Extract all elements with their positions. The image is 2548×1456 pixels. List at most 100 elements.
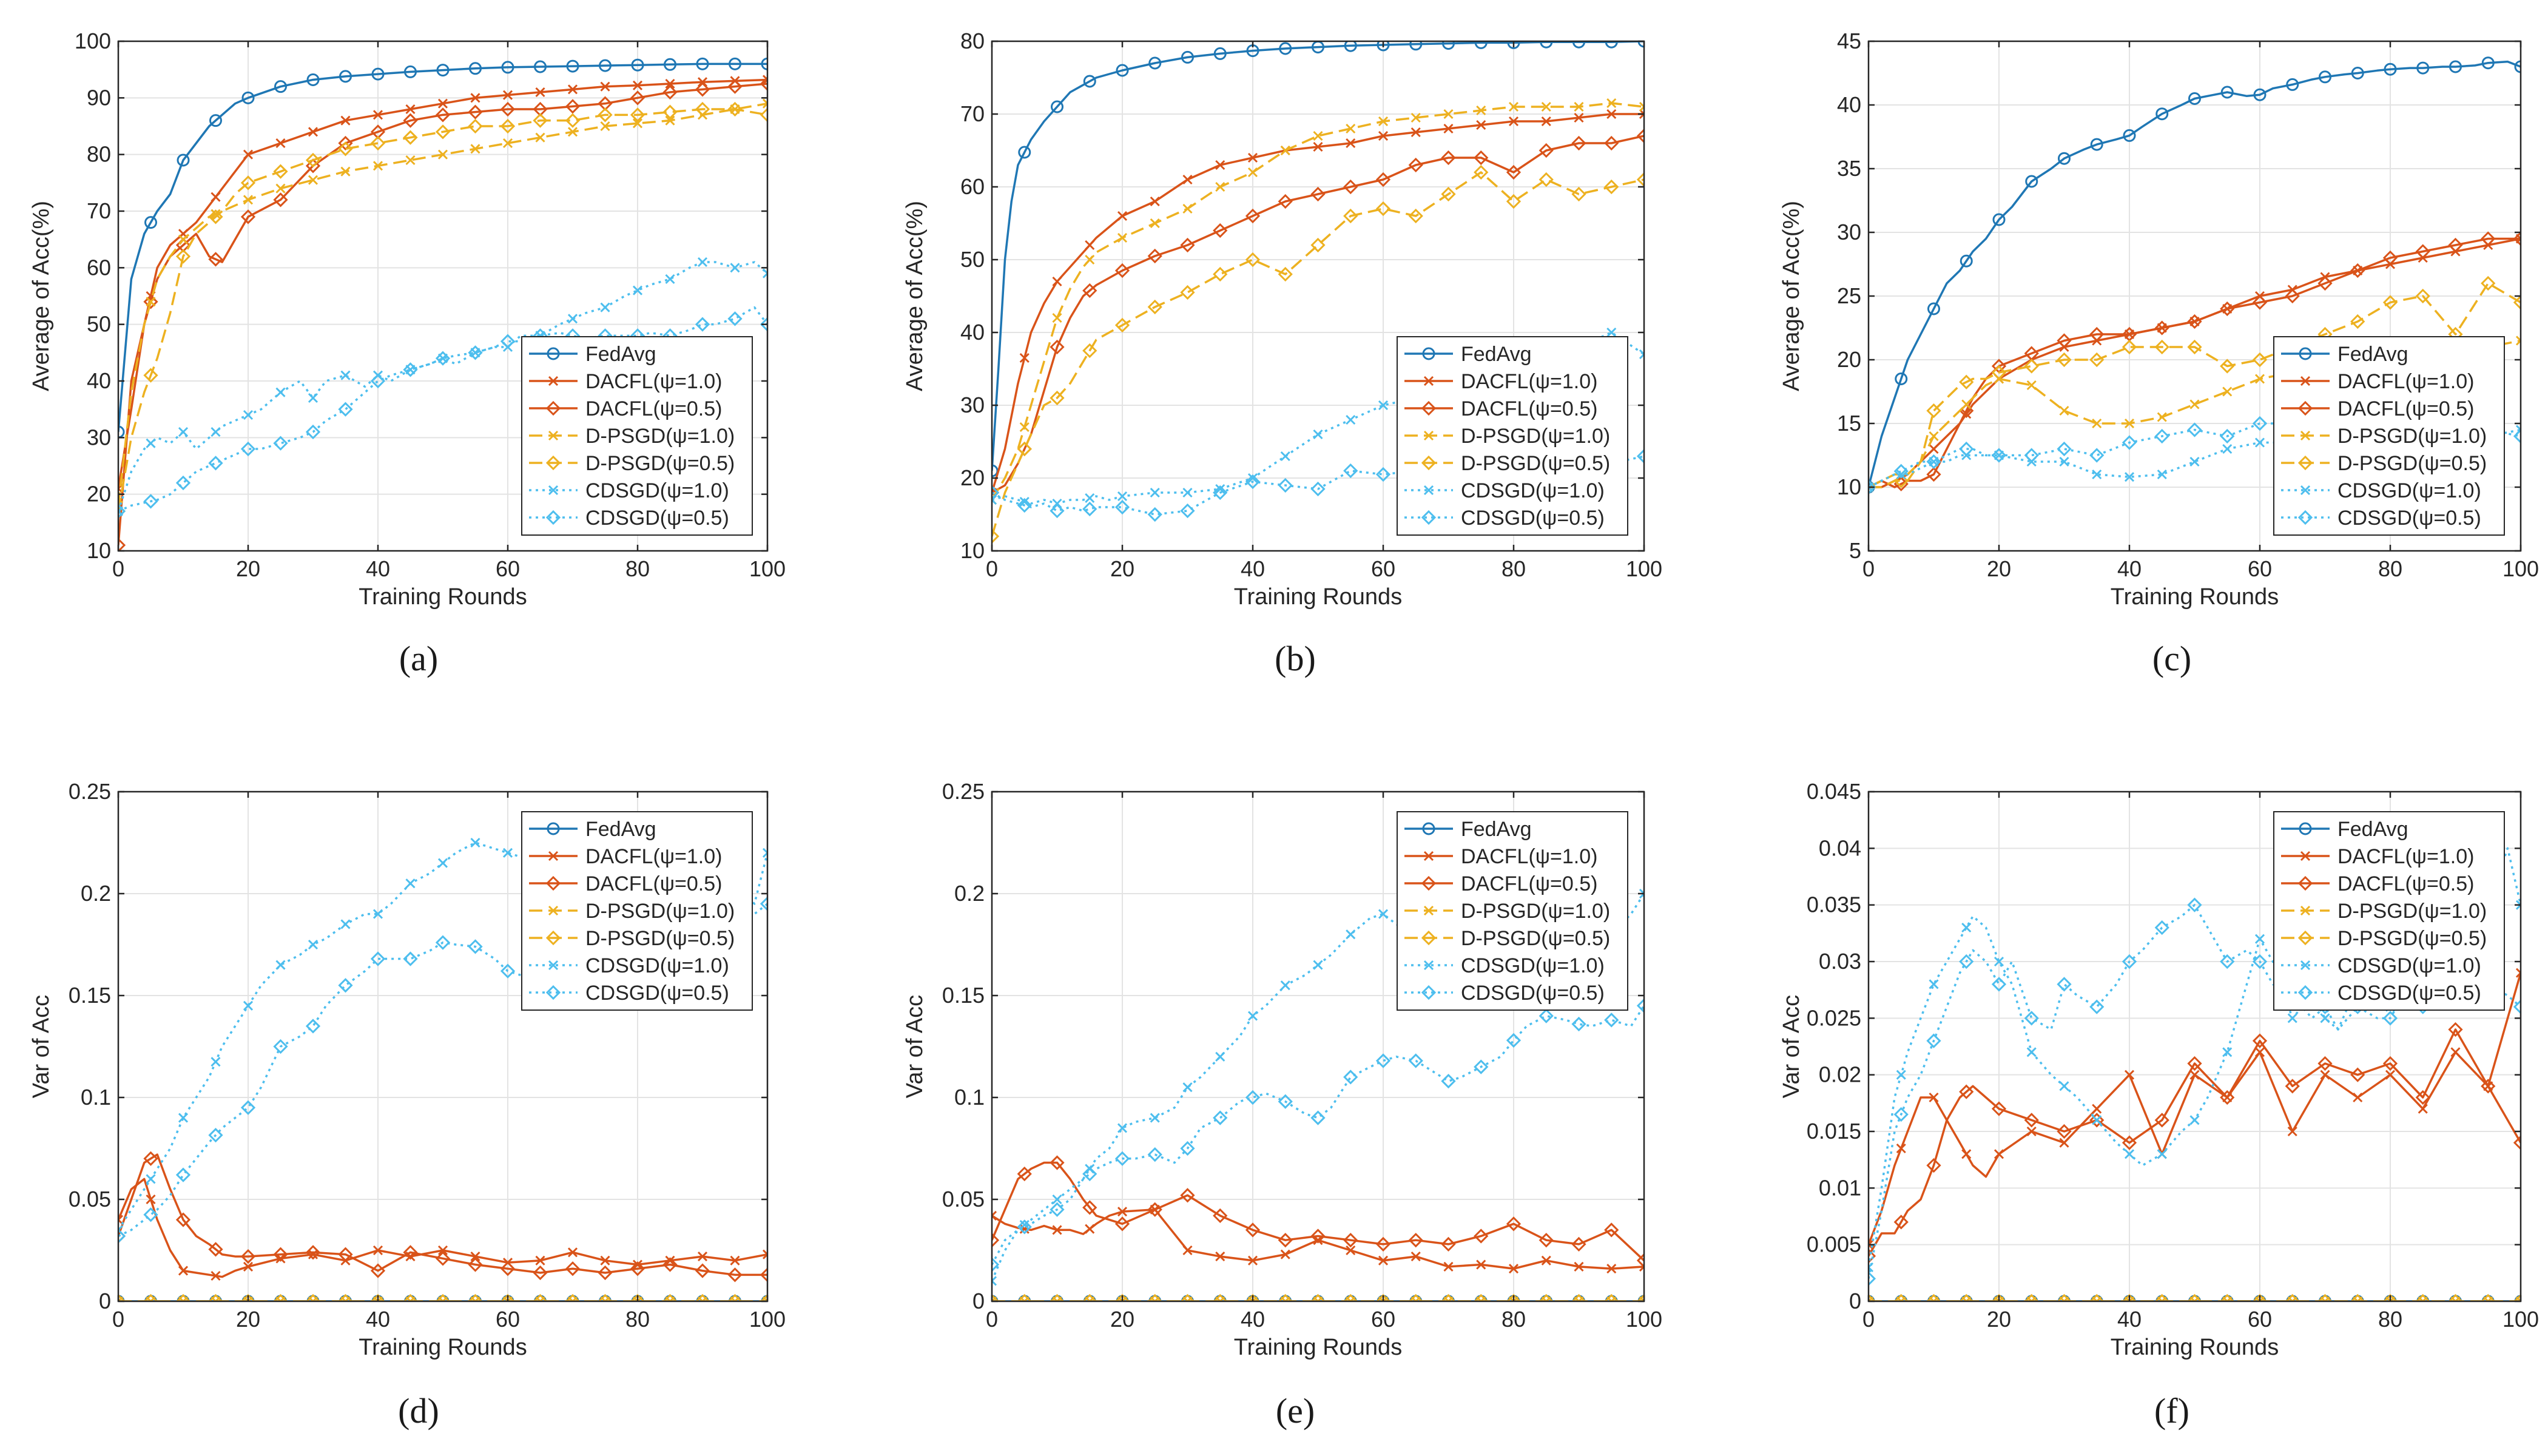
data-point-cdsgd10: [2254, 437, 2265, 448]
data-point-dacfl10: [118, 1215, 124, 1225]
data-point-dacfl05: [1114, 1216, 1130, 1232]
data-point-dpsgd05: [1278, 266, 1293, 282]
axes-box: [117, 40, 769, 552]
legend-label-dacfl05: DACFL(ψ=0.5): [1461, 872, 1597, 895]
data-point-cdsgd05: [1213, 1110, 1228, 1125]
data-point-dpsgd05: [2382, 295, 2398, 310]
y-tick-label: 90: [87, 85, 111, 110]
data-point-cdsgd05: [2122, 435, 2137, 450]
data-point-dacfl05: [1180, 1188, 1195, 1203]
data-point-dpsgd05: [1893, 1293, 1909, 1301]
axes-box: [991, 790, 1645, 1303]
data-point-dacfl05: [468, 1257, 483, 1272]
data-point-dpsgd05: [992, 1293, 1000, 1301]
data-point-cdsgd10: [697, 257, 708, 268]
data-point-cdsgd10: [1378, 400, 1389, 411]
data-point-cdsgd05: [1926, 1033, 1941, 1048]
y-tick-label: 5: [1849, 538, 1861, 563]
data-point-dpsgd10: [340, 166, 351, 177]
x-tick-label: 40: [366, 1307, 390, 1332]
axes-box: [991, 40, 1645, 552]
y-tick-label: 0: [99, 1289, 111, 1313]
data-point-cdsgd05: [1082, 1166, 1097, 1182]
data-point-dacfl05: [208, 1242, 223, 1257]
data-point-cdsgd05: [2024, 448, 2039, 463]
data-point-dacfl10: [1085, 240, 1095, 251]
data-point-cdsgd05: [175, 475, 191, 491]
data-point-fedavg: [1148, 56, 1162, 70]
data-point-dacfl05: [2220, 1090, 2235, 1105]
data-point-dpsgd10: [535, 132, 545, 143]
data-point-dacfl05: [2154, 320, 2169, 335]
legend-marker-dacfl10: [1423, 376, 1434, 386]
data-point-dpsgd05: [338, 1293, 353, 1301]
legend-label-dpsgd05: D-PSGD(ψ=0.5): [1461, 452, 1610, 475]
x-axis-label: Training Rounds: [359, 1335, 527, 1360]
data-point-dpsgd05: [1539, 1293, 1554, 1301]
data-point-fedavg: [2188, 92, 2201, 105]
data-point-cdsgd05: [1506, 1033, 1522, 1048]
data-point-dpsgd10: [1313, 130, 1323, 141]
data-point-dacfl10: [1182, 174, 1193, 185]
data-point-cdsgd05: [992, 485, 1000, 500]
data-point-dacfl05: [2350, 263, 2365, 278]
data-point-dacfl10: [1508, 116, 1519, 127]
data-point-dacfl05: [1375, 1236, 1391, 1252]
data-point-cdsgd10: [2254, 934, 2265, 944]
series-group: [992, 888, 1644, 1301]
data-point-dpsgd05: [305, 1293, 321, 1301]
data-point-cdsgd05: [1114, 1151, 1130, 1166]
data-point-dpsgd10: [1541, 101, 1551, 112]
data-point-dacfl05: [2024, 1113, 2039, 1128]
data-point-fedavg: [2286, 78, 2299, 91]
data-point-dpsgd10: [1247, 167, 1258, 178]
data-point-cdsgd05: [1310, 481, 1326, 497]
data-point-dacfl05: [1343, 1233, 1358, 1248]
x-axis-label: Training Rounds: [359, 584, 527, 610]
data-point-cdsgd10: [243, 410, 254, 420]
data-point-dacfl10: [1606, 109, 1617, 120]
data-point-dacfl05: [500, 101, 516, 117]
data-point-dpsgd05: [1050, 1293, 1065, 1301]
data-point-dpsgd05: [2220, 1293, 2235, 1301]
data-point-dacfl10: [2353, 1092, 2363, 1103]
data-point-cdsgd05: [1213, 485, 1228, 500]
x-tick-label: 80: [1502, 556, 1526, 581]
data-point-cdsgd10: [1019, 496, 1030, 507]
x-tick-label: 60: [1371, 556, 1395, 581]
data-point-dpsgd05: [2057, 1293, 2072, 1301]
data-point-dpsgd05: [1375, 1293, 1391, 1301]
legend-marker-dpsgd05: [545, 455, 561, 471]
data-point-dacfl05: [662, 84, 678, 100]
legend: FedAvg DACFL(ψ=1.0) DACFL(ψ=0.5) D-PSGD(ψ=1…: [521, 336, 753, 536]
data-point-cdsgd05: [2024, 1011, 2039, 1026]
data-point-dpsgd05: [2089, 1293, 2105, 1301]
data-point-dacfl10: [470, 93, 480, 103]
x-tick-label: 20: [1987, 556, 2011, 581]
data-point-dpsgd05: [2024, 1293, 2039, 1301]
x-tick-label: 60: [1371, 1307, 1395, 1332]
data-point-cdsgd10: [1346, 929, 1356, 940]
data-point-dpsgd05: [1474, 164, 1489, 180]
data-point-dpsgd05: [500, 118, 516, 134]
legend-label-fedavg: FedAvg: [1461, 343, 1532, 366]
data-point-dpsgd05: [2481, 275, 2496, 291]
y-tick-label: 30: [1837, 220, 1861, 244]
data-point-dpsgd05: [1604, 179, 1619, 195]
data-point-dpsgd10: [1929, 431, 1939, 442]
data-point-dacfl10: [372, 110, 383, 120]
data-point-dacfl05: [1408, 157, 1423, 173]
data-point-dacfl05: [2089, 326, 2105, 342]
data-point-dpsgd10: [1606, 98, 1617, 109]
data-point-cdsgd05: [1245, 474, 1261, 490]
data-point-dpsgd05: [1408, 208, 1423, 224]
legend-marker-dpsgd05: [1421, 455, 1437, 471]
data-point-dacfl05: [208, 252, 223, 267]
data-point-cdsgd10: [1117, 491, 1128, 502]
data-point-dpsgd05: [1604, 1293, 1619, 1301]
data-point-dacfl10: [762, 1249, 767, 1259]
data-point-dacfl10: [2385, 1070, 2396, 1080]
data-point-dpsgd05: [2382, 1293, 2398, 1301]
data-point-dacfl05: [1310, 186, 1326, 202]
series-line-cdsgd05: [1869, 422, 2521, 488]
